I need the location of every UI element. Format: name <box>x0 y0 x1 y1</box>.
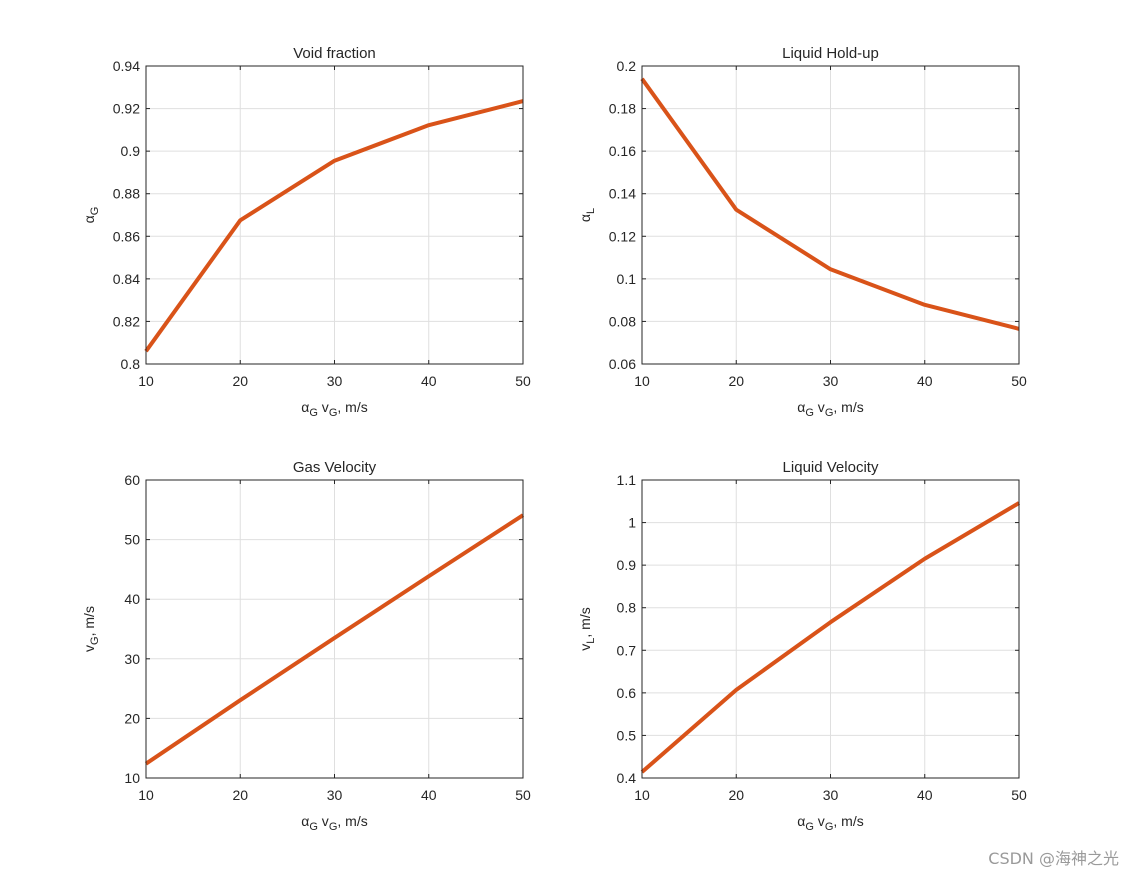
x-axis-label-tail: , m/s <box>833 399 863 415</box>
subplot-title: Gas Velocity <box>293 459 377 476</box>
x-axis-label-sub: G <box>309 821 318 833</box>
y-tick-label: 0.18 <box>609 101 636 117</box>
x-axis-label-sub2: G <box>329 821 338 833</box>
x-tick-label: 10 <box>138 787 154 803</box>
x-tick-label: 20 <box>728 787 744 803</box>
x-axis-label-base: α <box>301 399 309 415</box>
y-tick-label: 0.86 <box>113 228 140 244</box>
y-tick-label: 0.6 <box>617 685 637 701</box>
x-tick-label: 30 <box>327 373 343 389</box>
y-axis-label: vG, m/s <box>81 606 101 652</box>
x-axis-label-base: α <box>301 813 309 829</box>
y-axis-label-base: α <box>577 214 593 222</box>
y-axis-label: αG <box>81 207 101 224</box>
y-axis-label-sub: G <box>89 207 101 216</box>
x-axis-label-sub: G <box>805 407 814 419</box>
x-tick-label: 10 <box>634 787 650 803</box>
y-tick-label: 0.9 <box>121 143 141 159</box>
y-tick-label: 20 <box>124 710 140 726</box>
y-tick-label: 0.84 <box>113 271 140 287</box>
x-axis-label: αG vG, m/s <box>301 399 367 419</box>
x-axis-label-mid: v <box>814 813 825 829</box>
x-axis-label: αG vG, m/s <box>797 813 863 833</box>
x-axis-label-sub: G <box>309 407 318 419</box>
x-axis-label-base: α <box>797 399 805 415</box>
y-tick-label: 0.82 <box>113 313 140 329</box>
y-tick-label: 0.06 <box>609 356 636 372</box>
y-tick-label: 0.88 <box>113 186 140 202</box>
y-axis-label-sub: G <box>89 636 101 645</box>
y-tick-label: 1.1 <box>617 472 637 488</box>
y-axis-label-base: α <box>81 215 97 223</box>
subplot-title: Void fraction <box>293 45 376 62</box>
x-tick-label: 30 <box>823 787 839 803</box>
y-tick-label: 1 <box>628 515 636 531</box>
y-axis-label-base: v <box>577 644 593 651</box>
x-tick-label: 50 <box>515 373 531 389</box>
y-tick-label: 0.5 <box>617 727 637 743</box>
y-tick-label: 40 <box>124 591 140 607</box>
x-tick-label: 20 <box>232 373 248 389</box>
x-tick-label: 50 <box>1011 373 1027 389</box>
y-tick-label: 0.94 <box>113 58 140 74</box>
x-tick-label: 30 <box>327 787 343 803</box>
y-axis-label-tail: , m/s <box>577 607 593 637</box>
subplot-2: 10 20 30 40 50 0.06 0.08 0.1 0.12 0.14 0.16 0.18 0.2… <box>577 45 1027 419</box>
x-axis-label-sub2: G <box>825 407 834 419</box>
y-tick-label: 0.7 <box>617 642 637 658</box>
y-axis-label: vL, m/s <box>577 607 597 650</box>
y-tick-label: 10 <box>124 770 140 786</box>
x-tick-label: 50 <box>515 787 531 803</box>
x-axis-label: αG vG, m/s <box>797 399 863 419</box>
y-tick-label: 0.12 <box>609 228 636 244</box>
y-tick-label: 0.16 <box>609 143 636 159</box>
subplot-4: 10 20 30 40 50 0.4 0.5 0.6 0.7 0.8 0.9 1 1.1 Liquid V… <box>577 459 1027 833</box>
y-tick-label: 50 <box>124 532 140 548</box>
y-axis-label-base: v <box>81 645 97 652</box>
x-tick-label: 10 <box>138 373 154 389</box>
subplot-1: 10 20 30 40 50 0.8 0.82 0.84 0.86 0.88 0.9 0.92 0.94… <box>81 45 531 419</box>
x-tick-label: 20 <box>728 373 744 389</box>
x-axis-label-tail: , m/s <box>337 399 367 415</box>
x-tick-label: 40 <box>421 787 437 803</box>
y-tick-label: 0.8 <box>121 356 141 372</box>
y-tick-label: 0.4 <box>617 770 637 786</box>
y-tick-label: 0.2 <box>617 58 637 74</box>
y-axis-label-tail: , m/s <box>81 606 97 636</box>
x-axis-label-tail: , m/s <box>833 813 863 829</box>
x-axis-label-tail: , m/s <box>337 813 367 829</box>
y-axis-label-sub: L <box>585 638 597 644</box>
y-axis-label: αL <box>577 208 597 222</box>
x-tick-label: 50 <box>1011 787 1027 803</box>
y-tick-label: 60 <box>124 472 140 488</box>
y-tick-label: 0.1 <box>617 271 637 287</box>
x-tick-label: 20 <box>232 787 248 803</box>
x-axis-label-sub2: G <box>825 821 834 833</box>
y-tick-label: 0.92 <box>113 101 140 117</box>
y-axis-label-sub: L <box>585 208 597 214</box>
watermark: CSDN @海神之光 <box>988 849 1119 868</box>
x-tick-label: 40 <box>421 373 437 389</box>
x-tick-label: 40 <box>917 787 933 803</box>
y-tick-label: 0.08 <box>609 313 636 329</box>
x-axis-label-mid: v <box>318 813 329 829</box>
x-axis-label-mid: v <box>318 399 329 415</box>
x-tick-label: 10 <box>634 373 650 389</box>
y-tick-label: 0.9 <box>617 557 637 573</box>
y-tick-label: 0.8 <box>617 600 637 616</box>
x-tick-label: 40 <box>917 373 933 389</box>
y-tick-label: 30 <box>124 651 140 667</box>
x-axis-label-sub: G <box>805 821 814 833</box>
x-axis-label-sub2: G <box>329 407 338 419</box>
x-axis-label: αG vG, m/s <box>301 813 367 833</box>
subplot-title: Liquid Velocity <box>783 459 879 476</box>
x-axis-label-mid: v <box>814 399 825 415</box>
x-tick-label: 30 <box>823 373 839 389</box>
y-tick-label: 0.14 <box>609 186 636 202</box>
x-axis-label-base: α <box>797 813 805 829</box>
subplot-title: Liquid Hold-up <box>782 45 879 62</box>
